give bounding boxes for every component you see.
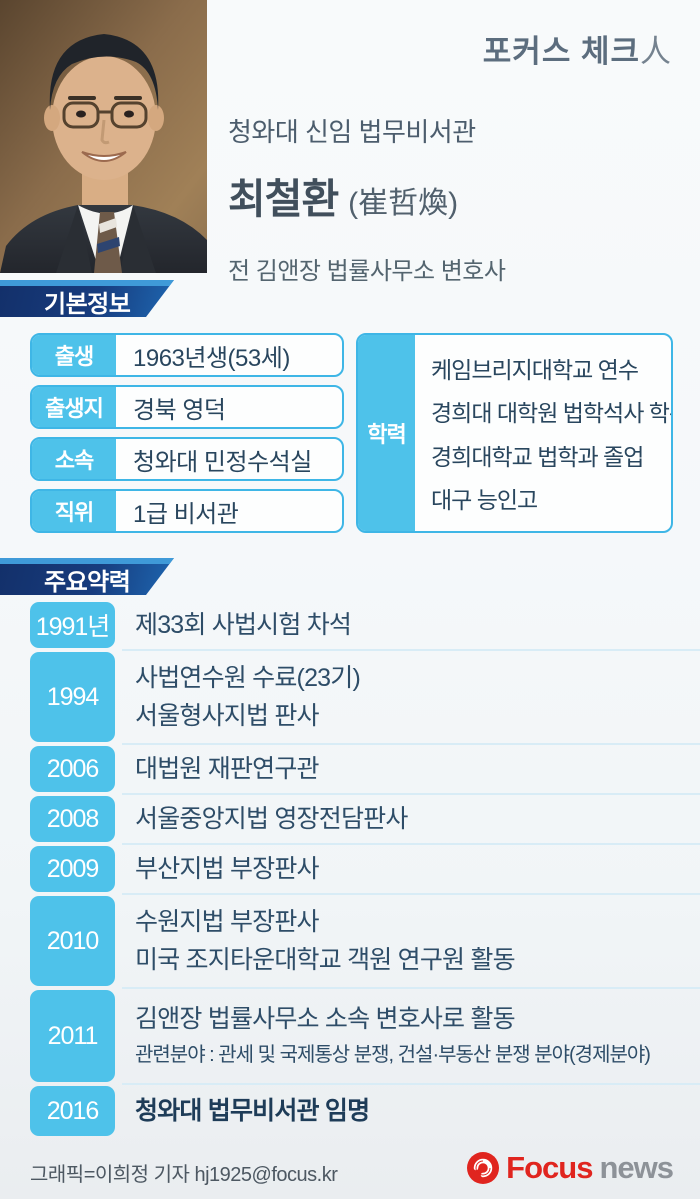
- portrait-photo: [0, 0, 207, 273]
- row-value: 1963년생(53세): [133, 344, 290, 372]
- education-label: 학력: [358, 335, 415, 531]
- row-value: 1급 비서관: [133, 500, 239, 528]
- portrait-illustration: [0, 0, 207, 273]
- logo-text-news: news: [599, 1150, 674, 1185]
- timeline-entry: 부산지법 부장판사: [135, 855, 320, 883]
- career-timeline: 1991년 제33회 사법시험 차석 1994 사법연수원 수료(23기) 서울…: [30, 600, 700, 1138]
- timeline-entry-note: 관련분야 : 관세 및 국제통상 분쟁, 건설·부동산 분쟁 분야(경제분야): [135, 1044, 651, 1066]
- row-label: 소속: [32, 439, 116, 479]
- timeline-entry: 수원지법 부장판사: [135, 908, 320, 936]
- timeline-row: 1991년 제33회 사법시험 차석: [30, 600, 700, 651]
- timeline-entry: 대법원 재판연구관: [135, 755, 320, 783]
- timeline-year: 2010: [30, 896, 115, 986]
- row-value: 경북 영덕: [133, 396, 226, 424]
- timeline-year: 1994: [30, 652, 115, 742]
- row-label: 출생: [32, 335, 116, 375]
- timeline-row: 2008 서울중앙지법 영장전담판사: [30, 794, 700, 845]
- row-value: 청와대 민정수석실: [133, 448, 312, 476]
- timeline-row: 2011 김앤장 법률사무소 소속 변호사로 활동 관련분야 : 관세 및 국제…: [30, 988, 700, 1085]
- basic-info-table: 출생 1963년생(53세) 출생지 경북 영덕 소속 청와대 민정수석실 직위…: [30, 333, 344, 533]
- timeline-row: 1994 사법연수원 수료(23기) 서울형사지법 판사: [30, 650, 700, 745]
- education-item: 케임브리지대학교 연수: [431, 356, 639, 383]
- education-item: 대구 능인고: [431, 487, 538, 514]
- timeline-entry: 사법연수원 수료(23기): [135, 664, 361, 692]
- timeline-row: 2006 대법원 재판연구관: [30, 744, 700, 795]
- education-item: 경희대 대학원 법학석사 학위: [431, 400, 673, 427]
- section-ribbon-career: 주요약력: [0, 558, 174, 595]
- profile-name-line: 최철환 (崔哲煥): [228, 165, 505, 225]
- graphic-credit: 그래픽=이희정 기자 hj1925@focus.kr: [30, 1164, 338, 1186]
- timeline-entry: 청와대 법무비서관 임명: [135, 1097, 370, 1125]
- timeline-row: 2010 수원지법 부장판사 미국 조지타운대학교 객원 연구원 활동: [30, 894, 700, 989]
- timeline-year: 2006: [30, 746, 115, 792]
- timeline-year: 1991년: [30, 602, 115, 648]
- timeline-entry: 서울중앙지법 영장전담판사: [135, 805, 408, 833]
- timeline-entry: 제33회 사법시험 차석: [135, 611, 352, 639]
- timeline-row: 2016 청와대 법무비서관 임명: [30, 1084, 700, 1138]
- section-ribbon-basic-info: 기본정보: [0, 280, 174, 317]
- profile-title: 청와대 신임 법무비서관: [228, 117, 476, 147]
- row-label: 출생지: [32, 387, 116, 427]
- row-label: 직위: [32, 491, 116, 531]
- section-label: 주요약력: [44, 568, 131, 596]
- brand-title: 포커스 체크: [482, 34, 640, 69]
- education-list: 케임브리지대학교 연수 경희대 대학원 법학석사 학위 경희대학교 법학과 졸업…: [415, 335, 673, 531]
- timeline-row: 2009 부산지법 부장판사: [30, 844, 700, 895]
- brand-suffix: 人: [640, 34, 672, 69]
- profile-hanja: (崔哲煥): [348, 187, 459, 220]
- timeline-entry: 서울형사지법 판사: [135, 702, 320, 730]
- page-brand: 포커스 체크人: [483, 26, 672, 71]
- table-row: 출생지 경북 영덕: [30, 385, 344, 429]
- table-row: 소속 청와대 민정수석실: [30, 437, 344, 481]
- focus-logo-icon: [467, 1152, 500, 1184]
- section-label: 기본정보: [44, 290, 131, 318]
- profile-header: 청와대 신임 법무비서관 최철환 (崔哲煥) 전 김앤장 법률사무소 변호사: [228, 112, 506, 286]
- table-row: 직위 1급 비서관: [30, 489, 344, 533]
- timeline-entry: 미국 조지타운대학교 객원 연구원 활동: [135, 946, 516, 974]
- education-box: 학력 케임브리지대학교 연수 경희대 대학원 법학석사 학위 경희대학교 법학과…: [356, 333, 673, 533]
- timeline-entry: 김앤장 법률사무소 소속 변호사로 활동: [135, 1005, 516, 1033]
- timeline-year: 2016: [30, 1086, 115, 1136]
- logo-text-focus: Focus: [506, 1150, 593, 1185]
- basic-info-section: 출생 1963년생(53세) 출생지 경북 영덕 소속 청와대 민정수석실 직위…: [30, 333, 673, 533]
- focus-news-logo: Focus news: [466, 1150, 674, 1186]
- table-row: 출생 1963년생(53세): [30, 333, 344, 377]
- timeline-year: 2009: [30, 846, 115, 892]
- profile-name: 최철환: [228, 176, 339, 222]
- timeline-year: 2008: [30, 796, 115, 842]
- timeline-year: 2011: [30, 990, 115, 1082]
- profile-subtitle: 전 김앤장 법률사무소 변호사: [228, 258, 506, 285]
- education-item: 경희대학교 법학과 졸업: [431, 443, 644, 470]
